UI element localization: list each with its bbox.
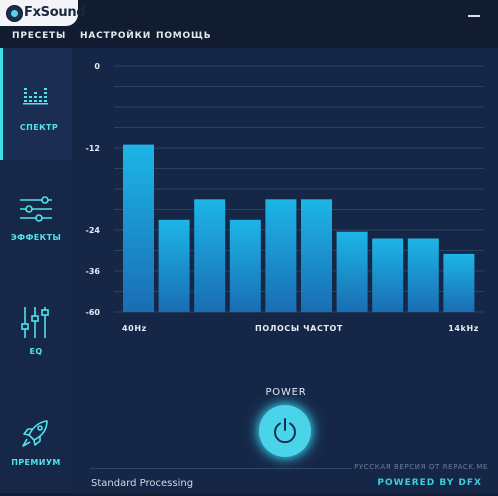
rocket-icon bbox=[22, 420, 48, 447]
nav-effects[interactable]: ЭФФЕКТЫ bbox=[0, 160, 72, 272]
spectrum-icon bbox=[23, 88, 48, 105]
x-start-label: 40Hz bbox=[122, 324, 147, 333]
power-icon bbox=[274, 418, 296, 444]
power-button[interactable] bbox=[259, 405, 311, 457]
power-label: POWER bbox=[265, 387, 307, 398]
y-tick-label: -36 bbox=[86, 267, 101, 276]
app-name: FxSound bbox=[24, 5, 86, 20]
logo-icon bbox=[6, 5, 23, 22]
spectrum-bar bbox=[372, 238, 404, 312]
spectrum-bar bbox=[407, 238, 439, 312]
powered-by-label: POWERED BY DFX bbox=[377, 478, 482, 488]
y-tick-label: -24 bbox=[86, 226, 101, 235]
menu-bar: ПРЕСЕТЫ НАСТРОЙКИ ПОМОЩЬ bbox=[0, 26, 498, 48]
x-axis-title: ПОЛОСЫ ЧАСТОТ bbox=[255, 324, 343, 333]
menu-help[interactable]: ПОМОЩЬ bbox=[156, 31, 212, 41]
nav-eq-label: EQ bbox=[29, 347, 43, 356]
y-tick-label: -12 bbox=[86, 144, 100, 153]
spectrum-chart-svg: 0 -12 -24 -36 -60 40Hz ПОЛОСЫ ЧАСТОТ 14kHz bbox=[86, 62, 484, 333]
watermark-text: РУССКАЯ ВЕРСИЯ ОТ REPACK.ME bbox=[352, 463, 490, 471]
footer-divider bbox=[90, 468, 482, 469]
sliders-horizontal-icon bbox=[20, 196, 52, 222]
sliders-vertical-icon bbox=[21, 307, 49, 338]
nav-effects-label: ЭФФЕКТЫ bbox=[10, 233, 62, 242]
spectrum-bar bbox=[194, 199, 226, 313]
menu-presets[interactable]: ПРЕСЕТЫ bbox=[12, 31, 67, 41]
minimize-button[interactable] bbox=[466, 8, 482, 18]
spectrum-bar bbox=[229, 219, 261, 313]
spectrum-bar bbox=[265, 199, 297, 313]
nav-premium-label: ПРЕМИУМ bbox=[11, 458, 61, 467]
y-tick-label: -60 bbox=[86, 308, 101, 317]
spectrum-bar bbox=[301, 199, 332, 313]
x-end-label: 14kHz bbox=[448, 324, 479, 333]
nav-eq[interactable]: EQ bbox=[0, 272, 72, 384]
title-bar: FxSound bbox=[0, 0, 498, 26]
nav-spectrum[interactable]: СПЕКТР bbox=[0, 48, 72, 160]
nav-premium[interactable]: ПРЕМИУМ bbox=[0, 384, 72, 496]
sidebar: СПЕКТР ЭФФЕКТЫ EQ bbox=[0, 48, 72, 493]
nav-spectrum-label: СПЕКТР bbox=[19, 123, 59, 132]
processing-status: Standard Processing bbox=[91, 478, 194, 489]
spectrum-bar bbox=[336, 231, 368, 312]
spectrum-bar bbox=[158, 219, 190, 313]
spectrum-bar bbox=[123, 144, 154, 312]
menu-settings[interactable]: НАСТРОЙКИ bbox=[80, 31, 152, 41]
y-tick-label: 0 bbox=[94, 62, 100, 71]
spectrum-bar bbox=[443, 253, 475, 312]
spectrum-chart: 0 -12 -24 -36 -60 40Hz ПОЛОСЫ ЧАСТОТ 14kHz bbox=[72, 48, 498, 348]
logo: FxSound bbox=[0, 0, 86, 26]
